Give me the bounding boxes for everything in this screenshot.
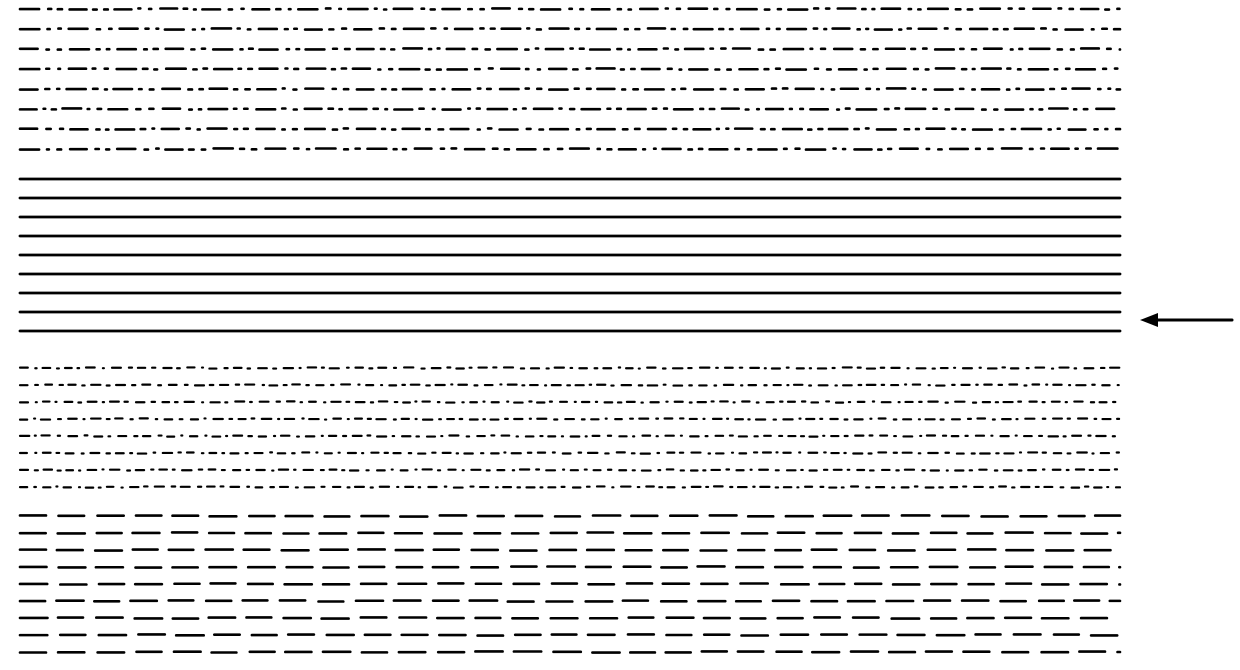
- band-1-dash-dot-dot: [20, 8, 1120, 168]
- band-4-long-dash: [20, 515, 1120, 668]
- band-2-solid: [20, 178, 1120, 349]
- pointer-arrow: [1138, 310, 1234, 330]
- line-style-diagram: [0, 0, 1240, 670]
- band-3-dash-dot: [20, 367, 1120, 503]
